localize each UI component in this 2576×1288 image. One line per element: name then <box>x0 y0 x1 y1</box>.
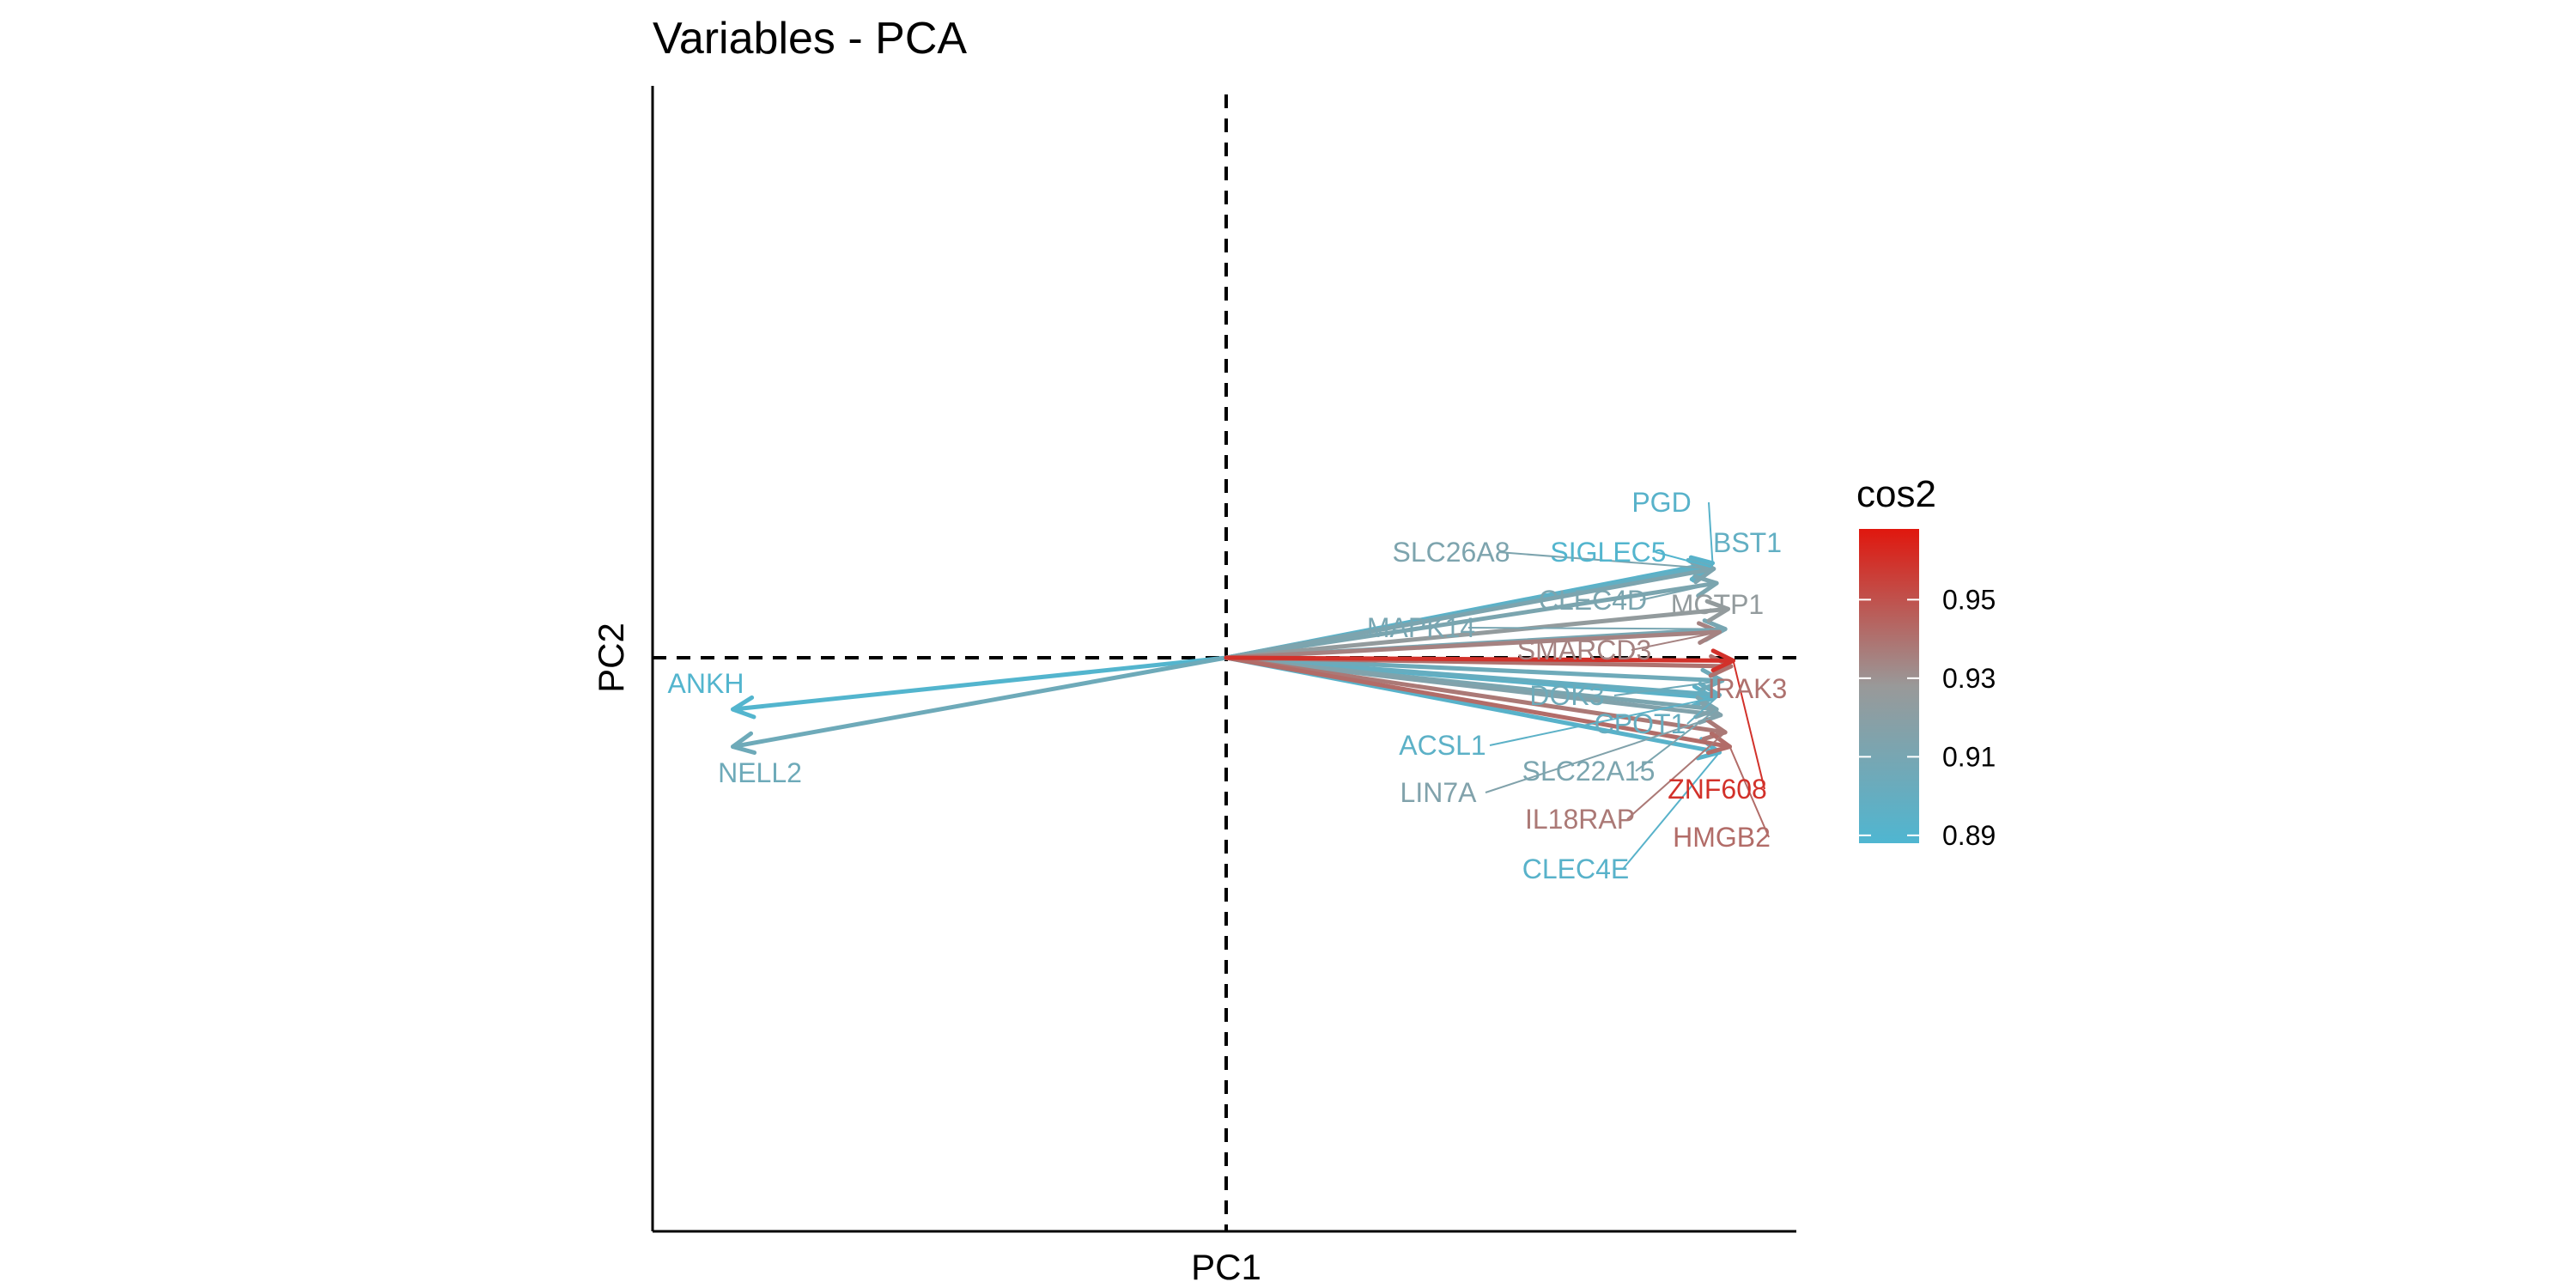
arrowhead-mctp1 <box>1704 598 1730 623</box>
y-axis-title: PC2 <box>591 623 631 693</box>
label-siglec5: SIGLEC5 <box>1550 537 1666 568</box>
legend-tick-label: 0.91 <box>1942 741 1996 772</box>
arrow-lin7a <box>1224 655 1723 718</box>
label-dok3: DOK3 <box>1529 680 1604 711</box>
legend-colorbar <box>1859 529 1919 843</box>
arrowhead-ankh <box>731 695 756 720</box>
label-znf608: ZNF608 <box>1668 774 1767 805</box>
label-leader-lines <box>1467 501 1770 870</box>
leader-pgd <box>1708 501 1714 563</box>
arrow-hmgb2 <box>1224 655 1733 750</box>
label-mctp1: MCTP1 <box>1671 589 1764 620</box>
arrow-znf608 <box>1224 655 1736 663</box>
leader-il18rap <box>1626 732 1726 820</box>
arrow-slc26a8 <box>1224 566 1716 660</box>
label-nell2: NELL2 <box>718 757 802 788</box>
label-mapk14: MAPK14 <box>1367 612 1475 643</box>
label-slc22a15: SLC22A15 <box>1522 756 1656 787</box>
variable-labels: PGD BST1 SLC26A8 SIGLEC5 CLEC4D MCTP1 MAPK14 SM… <box>668 487 1788 884</box>
leader-slc22a15 <box>1635 708 1717 772</box>
x-axis-title: PC1 <box>1191 1247 1261 1287</box>
leader-clec4e <box>1622 751 1721 870</box>
arrow-cpot1 <box>1224 655 1722 697</box>
chart-title: Variables - PCA <box>653 14 967 64</box>
label-bst1: BST1 <box>1713 527 1782 558</box>
legend-title: cos2 <box>1856 473 1936 515</box>
leader-dok3 <box>1613 679 1722 696</box>
label-acsl1: ACSL1 <box>1399 730 1485 761</box>
arrow-mctp1 <box>1224 606 1730 660</box>
label-cpot1: CPOT1 <box>1595 708 1686 739</box>
label-hmgb2: HMGB2 <box>1673 822 1771 853</box>
arrow-clec4d <box>1224 580 1719 660</box>
arrow-smarcd3 <box>1224 629 1722 660</box>
legend-tick-label: 0.95 <box>1942 584 1996 615</box>
leader-siglec5 <box>1655 551 1712 568</box>
leader-clec4d <box>1639 582 1717 601</box>
cos2-legend: cos2 0.95 0.93 0.91 0.89 <box>1856 473 1996 851</box>
legend-tick-label: 0.93 <box>1942 663 1996 694</box>
label-lin7a: LIN7A <box>1400 777 1478 808</box>
label-smarcd3: SMARCD3 <box>1517 635 1651 665</box>
leader-slc26a8 <box>1498 551 1714 570</box>
arrowhead-nell2 <box>731 731 757 756</box>
label-clec4d: CLEC4D <box>1539 585 1647 616</box>
arrow-nell2 <box>731 655 1229 750</box>
arrow-dok3 <box>1224 655 1725 683</box>
label-irak3: IRAK3 <box>1708 673 1787 704</box>
arrow-il18rap <box>1224 655 1728 735</box>
label-slc26a8: SLC26A8 <box>1393 537 1510 568</box>
leader-smarcd3 <box>1631 630 1720 651</box>
leader-hmgb2 <box>1728 746 1770 838</box>
arrow-ankh <box>731 655 1229 712</box>
leader-znf608 <box>1732 660 1765 790</box>
leader-lin7a <box>1485 714 1722 793</box>
leader-acsl1 <box>1489 696 1715 746</box>
label-pgd: PGD <box>1631 487 1691 518</box>
label-il18rap: IL18RAP <box>1525 804 1635 835</box>
label-clec4e: CLEC4E <box>1522 854 1630 884</box>
legend-tick-label: 0.89 <box>1942 820 1996 851</box>
leader-mapk14 <box>1467 627 1726 630</box>
label-ankh: ANKH <box>668 668 744 699</box>
leader-cpot1 <box>1686 694 1721 725</box>
variable-arrows <box>731 555 1736 761</box>
